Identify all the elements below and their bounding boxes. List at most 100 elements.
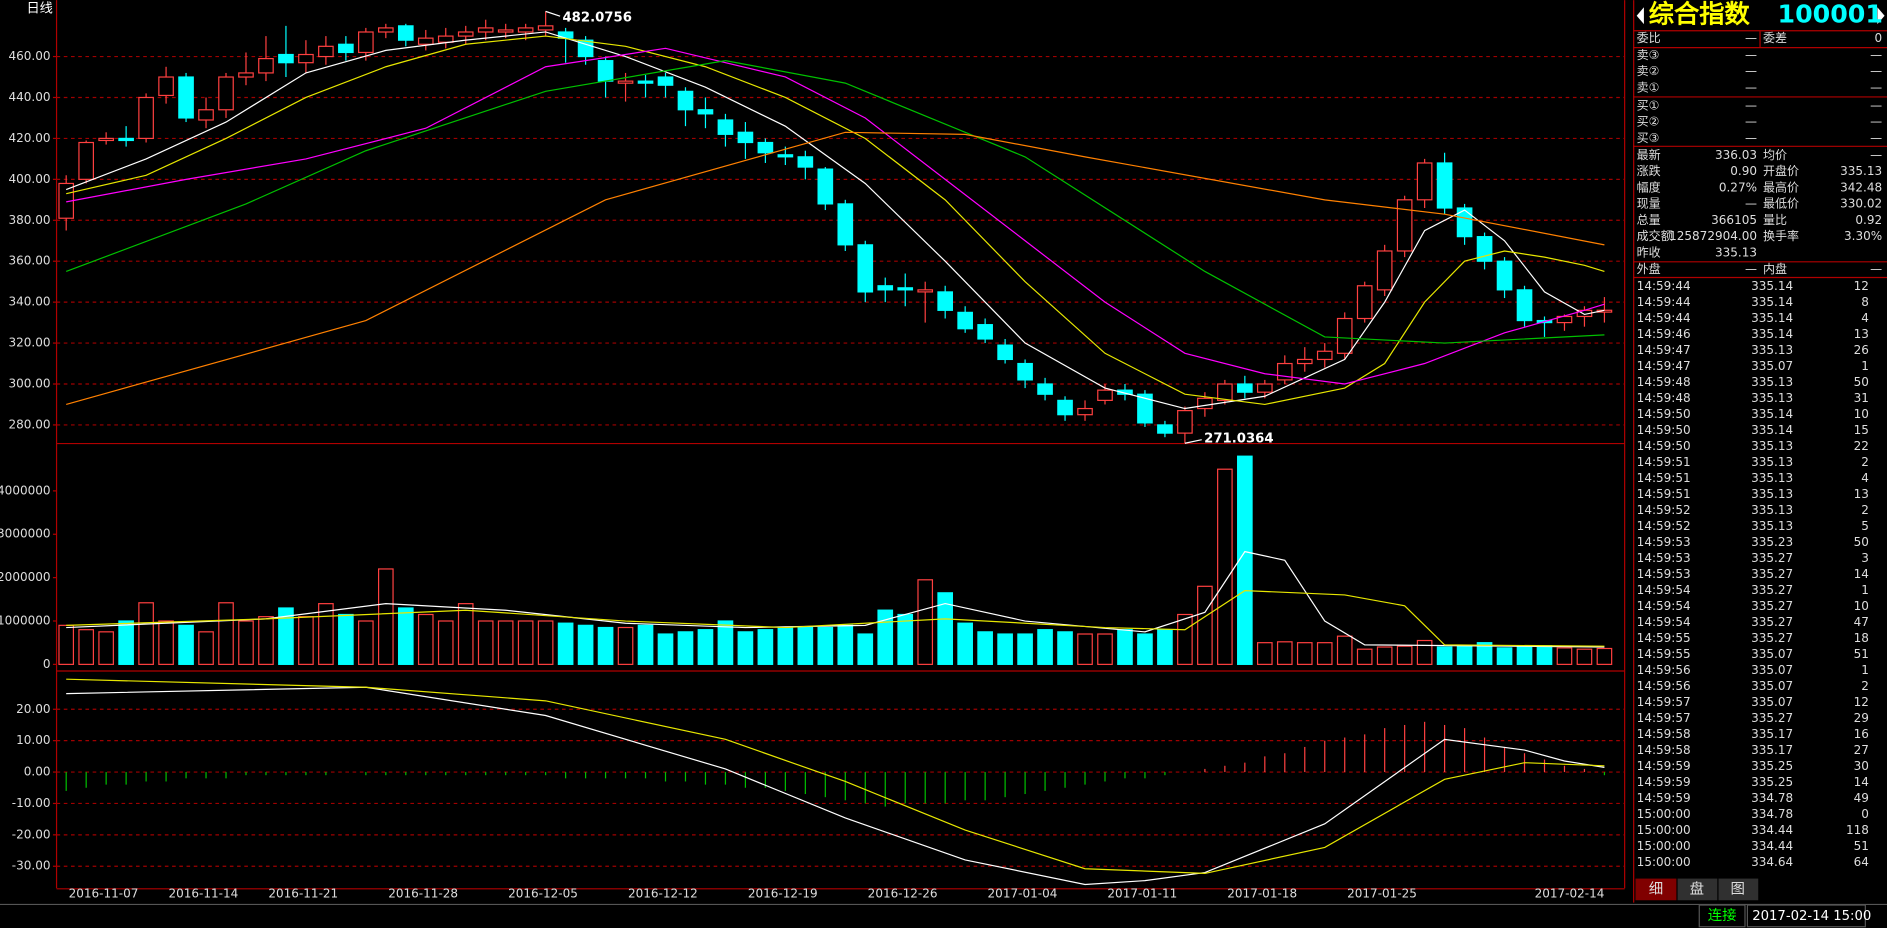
volume-bar <box>1316 642 1333 665</box>
candle-body <box>1197 397 1213 410</box>
volume-bar <box>78 629 94 665</box>
quote-label: 委差 <box>1763 31 1787 45</box>
tick-volume: 12 <box>1854 279 1869 293</box>
quote-label: 最新 <box>1637 147 1661 162</box>
quote-value: 0 <box>1875 31 1883 45</box>
tick-volume: 50 <box>1854 535 1869 549</box>
y-tick-label: 1000000 <box>0 614 51 628</box>
candle-body <box>98 137 114 142</box>
tick-volume: 2 <box>1861 679 1869 693</box>
line-series <box>66 686 1605 886</box>
tab[interactable]: 盘 <box>1690 879 1704 897</box>
candle-body <box>238 72 254 78</box>
tick-time: 14:59:52 <box>1637 503 1691 517</box>
tick-volume: 31 <box>1854 391 1869 405</box>
tick-volume: 5 <box>1861 519 1869 533</box>
tick-volume: 1 <box>1861 663 1869 677</box>
tick-price: 335.14 <box>1751 327 1793 341</box>
candle-body <box>1516 289 1533 322</box>
volume-bar <box>1496 647 1513 665</box>
volume-bar <box>617 626 634 665</box>
tick-price: 335.17 <box>1751 727 1793 741</box>
volume-bar <box>577 624 594 665</box>
candle-body <box>697 109 714 115</box>
volume-bar <box>198 631 214 665</box>
tick-volume: 50 <box>1854 375 1869 389</box>
tick-volume: 0 <box>1861 807 1869 821</box>
y-tick-label: 400.00 <box>8 172 50 186</box>
tick-volume: 14 <box>1854 567 1869 581</box>
tab[interactable]: 细 <box>1649 880 1663 897</box>
candle-body <box>637 80 654 84</box>
candle-body <box>737 131 754 144</box>
candle-body <box>417 37 434 45</box>
volume-bar <box>1037 629 1053 665</box>
volume-bar <box>358 620 374 665</box>
volume-bar <box>1157 629 1173 665</box>
volume-bar <box>178 624 194 665</box>
volume-bar <box>1416 639 1433 665</box>
candle-body <box>997 344 1013 361</box>
line-series <box>65 59 1605 344</box>
quote-label: 量比 <box>1763 213 1787 227</box>
quote-label: 现量 <box>1637 197 1661 211</box>
depth-price: — <box>1745 80 1757 94</box>
volume-bar <box>737 631 754 665</box>
tick-price: 335.27 <box>1751 711 1793 725</box>
volume-bar <box>717 620 734 665</box>
tick-volume: 13 <box>1854 487 1869 501</box>
tick-volume: 2 <box>1861 455 1869 469</box>
prev-arrow[interactable] <box>1636 7 1644 25</box>
tick-price: 335.13 <box>1751 343 1793 357</box>
quote-value: — <box>1745 31 1757 45</box>
tick-time: 14:59:52 <box>1637 519 1691 533</box>
tick-volume: 10 <box>1854 407 1869 421</box>
candle-body <box>378 27 394 33</box>
tick-price: 335.13 <box>1751 503 1793 517</box>
tick-price: 335.13 <box>1751 455 1793 469</box>
x-tick-label: 2016-12-26 <box>868 887 938 901</box>
tick-time: 14:59:44 <box>1637 311 1691 325</box>
next-arrow[interactable] <box>1877 7 1885 25</box>
tick-time: 14:59:51 <box>1637 487 1691 501</box>
candle-body <box>338 43 354 54</box>
status-box <box>1746 904 1866 928</box>
quote-value: 366105 <box>1711 213 1757 227</box>
volume-bar <box>238 620 254 665</box>
volume-bar <box>937 592 954 665</box>
volume-bar <box>1137 633 1153 665</box>
tick-time: 14:59:56 <box>1637 679 1691 693</box>
tick-volume: 4 <box>1861 471 1869 485</box>
depth-label: 卖③ <box>1637 48 1660 62</box>
quote-label: 涨跌 <box>1637 163 1661 178</box>
candle-body <box>1256 383 1273 393</box>
tick-volume: 64 <box>1854 855 1869 869</box>
candle-body <box>218 76 234 111</box>
connection-status: 连接 <box>1708 907 1737 924</box>
y-tick-label: 360.00 <box>8 254 50 268</box>
volume-bar <box>1456 645 1473 665</box>
tick-time: 14:59:44 <box>1637 279 1691 293</box>
tab[interactable]: 图 <box>1731 881 1745 897</box>
tick-time: 14:59:56 <box>1637 663 1691 677</box>
tick-time: 14:59:59 <box>1637 775 1691 789</box>
volume-bar <box>1476 642 1493 665</box>
line-series <box>66 589 1605 647</box>
frame <box>0 0 1887 906</box>
tick-volume: 4 <box>1861 311 1869 325</box>
volume-bar <box>777 626 794 665</box>
y-tick-label: -20.00 <box>12 827 51 841</box>
depth-price: — <box>1745 131 1757 145</box>
candle-body <box>1336 317 1353 354</box>
volume-bar <box>697 629 714 665</box>
x-tick-label: 2017-02-14 <box>1535 887 1605 901</box>
quote-value: 335.13 <box>1840 164 1882 178</box>
tick-volume: 16 <box>1854 727 1869 741</box>
tick-volume: 47 <box>1854 615 1869 629</box>
tick-time: 14:59:50 <box>1637 439 1691 453</box>
tick-volume: 1 <box>1861 583 1869 597</box>
candle-body <box>1057 399 1073 416</box>
candle-body <box>877 285 894 291</box>
volume-bar <box>757 629 774 665</box>
volume-bar <box>677 631 694 665</box>
